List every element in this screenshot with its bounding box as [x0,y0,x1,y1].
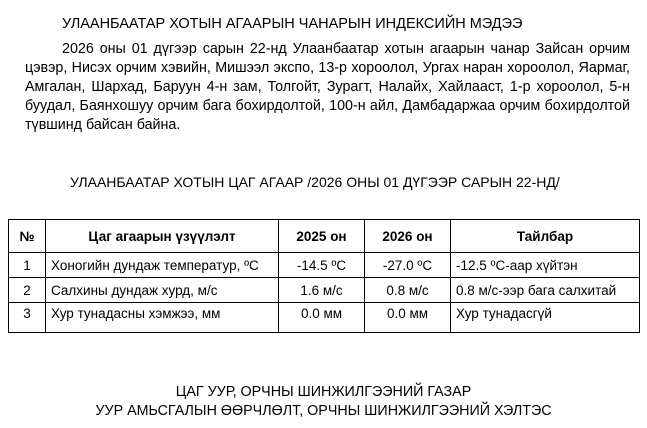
cell-number: 1 [8,252,46,278]
header-2025: 2025 он [278,219,365,253]
cell-indicator: Хоногийн дундаж температур, ºC [45,252,279,278]
cell-2025: -14.5 ºC [278,252,365,278]
cell-2025: 1.6 м/с [278,277,365,303]
table-row: 1 Хоногийн дундаж температур, ºC -14.5 º… [8,252,640,278]
header-note: Тайлбар [450,219,640,253]
cell-indicator: Хур тунадасны хэмжээ, мм [45,302,279,333]
cell-2026: 0.0 мм [364,302,451,333]
footer: ЦАГ УУР, ОРЧНЫ ШИНЖИЛГЭЭНИЙ ГАЗАР УУР АМ… [0,383,647,421]
header-number: № [8,219,46,253]
cell-note: -12.5 ºC-аар хүйтэн [450,252,640,278]
summary-paragraph: 2026 оны 01 дүгээр сарын 22-нд Улаанбаат… [25,41,630,133]
header-2026: 2026 он [364,219,451,253]
cell-indicator: Салхины дундаж хурд, м/с [45,277,279,303]
cell-note: Хур тунадасгүй [450,302,640,333]
footer-department: УУР АМЬСГАЛЫН ӨӨРЧЛӨЛТ, ОРЧНЫ ШИНЖИЛГЭЭН… [95,403,552,419]
weather-table: № Цаг агаарын үзүүлэлт 2025 он 2026 он Т… [8,219,640,333]
document-title: УЛААНБААТАР ХОТЫН АГААРЫН ЧАНАРЫН ИНДЕКС… [62,16,523,32]
table-row: 2 Салхины дундаж хурд, м/с 1.6 м/с 0.8 м… [8,277,640,303]
cell-number: 2 [8,277,46,303]
cell-number: 3 [8,302,46,333]
cell-2026: -27.0 ºC [364,252,451,278]
header-indicator: Цаг агаарын үзүүлэлт [45,219,279,253]
table-header-row: № Цаг агаарын үзүүлэлт 2025 он 2026 он Т… [8,219,640,253]
cell-2026: 0.8 м/с [364,277,451,303]
cell-note: 0.8 м/с-ээр бага салхитай [450,277,640,303]
table-title: УЛААНБААТАР ХОТЫН ЦАГ АГААР /2026 ОНЫ 01… [70,174,560,190]
footer-org: ЦАГ УУР, ОРЧНЫ ШИНЖИЛГЭЭНИЙ ГАЗАР [175,384,472,400]
cell-2025: 0.0 мм [278,302,365,333]
table-row: 3 Хур тунадасны хэмжээ, мм 0.0 мм 0.0 мм… [8,302,640,333]
